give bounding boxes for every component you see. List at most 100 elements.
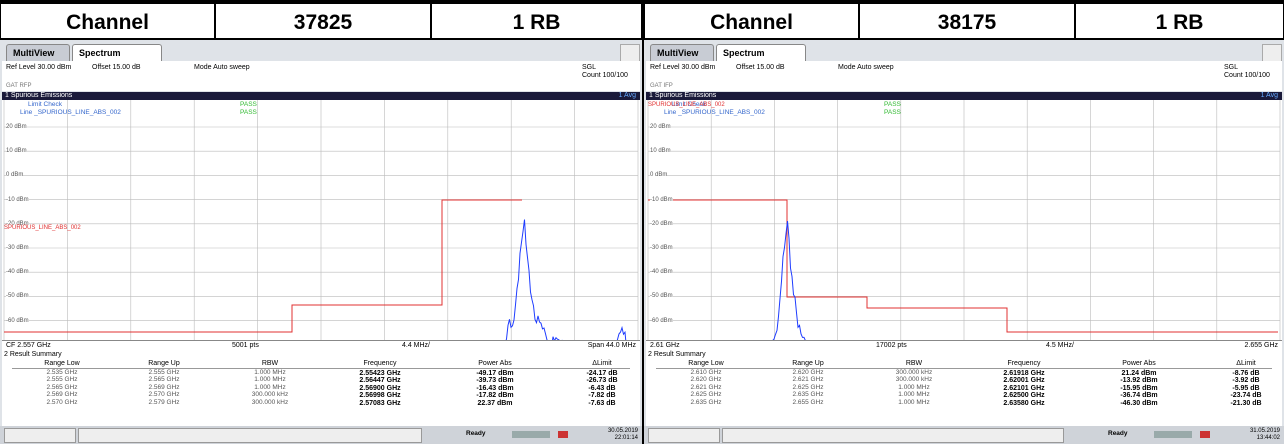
footer-text: Span 44.0 MHz [587, 342, 636, 349]
status-icon [558, 431, 568, 438]
table-cell: 2.625 GHz [690, 391, 722, 399]
column-header: ΔLimit [1236, 360, 1256, 367]
header-text: Channel [710, 11, 793, 34]
header-rule [656, 368, 1272, 369]
y-label: 0 dBm [650, 172, 668, 179]
column-header: Range Up [792, 360, 824, 367]
status-field [4, 428, 76, 443]
table-cell: -6.43 dB [588, 384, 616, 392]
table-cell: -17.82 dBm [476, 392, 514, 400]
y-label: 10 dBm [6, 148, 27, 155]
y-label: -60 dBm [6, 317, 29, 324]
table-cell: 1.000 MHz [898, 391, 930, 399]
setting: Mode Auto sweep [194, 64, 250, 71]
table-cell: 2.569 GHz [148, 383, 180, 391]
table-cell: 2.610 GHz [690, 369, 722, 376]
limit-check-result: PASS [884, 101, 901, 108]
y-label: -50 dBm [6, 293, 29, 300]
setting: GAT RFP [6, 83, 32, 89]
setting: Offset 15.00 dB [736, 64, 785, 71]
limit-check-label: Line _SPURIOUS_LINE_ABS_002 [664, 109, 765, 116]
table-cell: 2.61918 GHz [1003, 370, 1045, 377]
table-cell: 300.000 kHz [895, 369, 933, 376]
table-cell: 2.62001 GHz [1003, 377, 1045, 385]
table-cell: -3.92 dB [1232, 377, 1260, 385]
setting: SGL [1224, 64, 1239, 71]
footer-text: 2.61 GHz [650, 342, 680, 349]
footer-text: CF 2.557 GHz [6, 342, 51, 349]
y-label: -40 dBm [650, 269, 673, 276]
y-label: 0 dBm [6, 172, 24, 179]
table-cell: 1.000 MHz [254, 383, 286, 391]
table-cell: 2.55423 GHz [359, 370, 401, 377]
y-label: 10 dBm [650, 148, 671, 155]
table-cell: 2.57083 GHz [359, 399, 401, 407]
status-text: Ready [1108, 430, 1128, 437]
close-button [1262, 44, 1282, 62]
trace-label: 1 Avg [618, 92, 636, 99]
y-label: 20 dBm [650, 124, 671, 130]
table-cell: -23.74 dB [1230, 392, 1262, 400]
footer-text: 5001 pts [232, 342, 259, 349]
tab-label: MultiView [657, 48, 699, 58]
table-cell: 2.63580 GHz [1003, 399, 1045, 407]
table-cell: 2.56998 GHz [359, 392, 401, 400]
plot [2, 100, 640, 340]
y-label: -10 dBm [6, 196, 29, 203]
table-cell: 300.000 kHz [895, 376, 933, 384]
table-cell: 2.635 GHz [792, 391, 824, 399]
table-cell: -16.43 dBm [476, 384, 514, 392]
time: 22:01:14 [614, 435, 638, 441]
y-label: -40 dBm [6, 269, 29, 276]
column-header: RBW [905, 360, 923, 367]
settings-bar: Ref Level 30.00 dBm Offset 15.00 dB Mode A… [2, 61, 640, 91]
table-cell: -46.30 dBm [1120, 399, 1158, 407]
table-cell: 21.24 dBm [1121, 370, 1157, 377]
table-cell: 300.000 kHz [251, 391, 289, 399]
table-cell: 2.579 GHz [148, 398, 180, 406]
date: 31.05.2019 [1249, 428, 1280, 434]
window-title-text: 1 Spurious Emissions [5, 92, 73, 99]
header-cell: Channel [1, 4, 214, 38]
setting: Count 100/100 [582, 72, 628, 79]
trace [772, 221, 806, 340]
header-text: 37825 [293, 11, 353, 34]
column-header: Range Low [44, 360, 80, 367]
column-header: Power Abs [478, 360, 512, 367]
table-cell: 2.56900 GHz [359, 384, 401, 392]
table-cell: 2.620 GHz [690, 376, 722, 384]
status-field [722, 428, 1064, 443]
panel: MultiView Spectrum Ref Level 30.00 dBm Offs… [644, 40, 1284, 444]
table-cell: 2.570 GHz [148, 391, 180, 399]
limit-check-result: PASS [240, 109, 257, 116]
table-cell: 2.56447 GHz [359, 377, 401, 385]
table-cell: -26.73 dB [586, 377, 618, 385]
status-text: Ready [466, 430, 486, 437]
column-header: ΔLimit [592, 360, 612, 367]
window-title: 1 Spurious Emissions 1 Avg [646, 92, 1282, 100]
progress-bar [1154, 431, 1192, 438]
limit-check-result: PASS [884, 109, 901, 116]
y-label: -60 dBm [650, 317, 673, 324]
time: 13:44:02 [1256, 435, 1280, 441]
footer-text: 2.655 GHz [1244, 342, 1278, 349]
tab: MultiView [650, 44, 714, 61]
status-field [648, 428, 720, 443]
column-header: Frequency [363, 360, 397, 367]
limit-line-label: SPURIOUS_LINE_ABS_002 [648, 102, 725, 108]
setting: Ref Level 30.00 dBm [650, 64, 716, 71]
footer-text: 4.4 MHz/ [402, 342, 431, 349]
header-text: 1 RB [512, 11, 561, 34]
y-label: -20 dBm [6, 220, 29, 227]
footer-text: 4.5 MHz/ [1046, 342, 1075, 349]
table-cell: -21.30 dB [1230, 399, 1262, 407]
table-cell: -39.73 dBm [476, 377, 514, 385]
trace-label: 1 Avg [1260, 92, 1278, 99]
setting: Offset 15.00 dB [92, 64, 141, 71]
column-header: Range Up [148, 360, 180, 367]
limit-check-label: Limit Check [672, 101, 706, 108]
table-cell: 2.555 GHz [46, 376, 78, 384]
table-cell: 2.570 GHz [46, 398, 78, 406]
setting: Count 100/100 [1224, 72, 1270, 79]
